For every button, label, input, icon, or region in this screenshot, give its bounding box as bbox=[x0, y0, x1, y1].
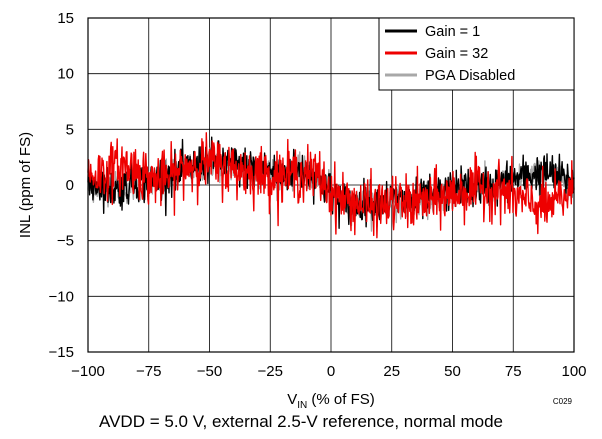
y-tick-label: −10 bbox=[49, 288, 74, 305]
figure-code: C029 bbox=[553, 397, 573, 406]
y-tick-label: 5 bbox=[66, 121, 74, 138]
x-axis-label-subscript: IN bbox=[297, 400, 307, 411]
y-tick-label: −15 bbox=[49, 344, 74, 361]
y-tick-label: −5 bbox=[57, 233, 74, 250]
legend-entry: Gain = 1 bbox=[425, 24, 480, 40]
x-tick-label: 0 bbox=[327, 363, 335, 380]
x-axis-label: VIN (% of FS) bbox=[287, 391, 375, 411]
x-tick-label: −100 bbox=[71, 363, 105, 380]
x-tick-label: 100 bbox=[561, 363, 586, 380]
legend-entry: PGA Disabled bbox=[425, 68, 515, 84]
y-axis-label: INL (ppm of FS) bbox=[17, 132, 34, 238]
series-line bbox=[87, 132, 575, 239]
x-tick-label: 50 bbox=[444, 363, 461, 380]
x-tick-label: 25 bbox=[383, 363, 400, 380]
x-tick-label: −50 bbox=[197, 363, 222, 380]
x-tick-label: −75 bbox=[136, 363, 161, 380]
x-tick-label: −25 bbox=[258, 363, 283, 380]
y-tick-label: 0 bbox=[66, 177, 74, 194]
x-tick-labels: −100 −75 −50 −25 0 25 50 75 100 bbox=[71, 363, 586, 380]
y-tick-label: 15 bbox=[57, 10, 74, 27]
chart-caption: AVDD = 5.0 V, external 2.5-V reference, … bbox=[99, 412, 503, 431]
y-tick-labels: −15 −10 −5 0 5 10 15 bbox=[49, 10, 74, 361]
plot-frame bbox=[87, 17, 575, 353]
legend: Gain = 1 Gain = 32 PGA Disabled bbox=[378, 17, 575, 91]
y-tick-label: 10 bbox=[57, 66, 74, 83]
x-tick-label: 75 bbox=[505, 363, 522, 380]
legend-entry: Gain = 32 bbox=[425, 46, 488, 62]
x-axis-label-rest: (% of FS) bbox=[307, 391, 375, 408]
series-layer bbox=[87, 132, 575, 239]
x-axis-label-main: V bbox=[287, 391, 297, 408]
